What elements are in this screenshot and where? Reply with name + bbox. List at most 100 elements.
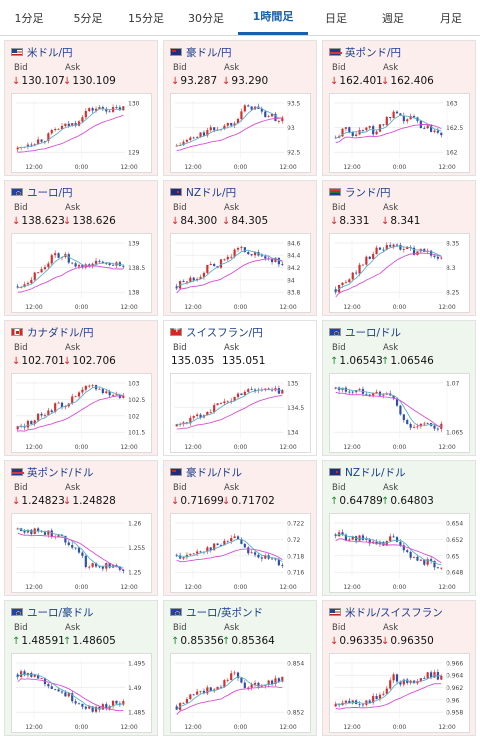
price-chart[interactable]: 1.495 1.49 1.485 12:00 0:00 12:00 [11, 653, 152, 733]
price-chart[interactable]: 135 134.5 134 12:00 0:00 12:00 [170, 373, 311, 453]
tab-timeframe-7[interactable]: 月足 [440, 11, 462, 25]
price-chart[interactable]: 8.35 8.3 8.25 12:00 0:00 12:00 [329, 233, 470, 313]
candle-body [341, 128, 344, 137]
candle-body [26, 144, 30, 147]
ask-price: 0.71702 [231, 495, 275, 507]
tab-timeframe-6[interactable]: 週足 [382, 11, 404, 25]
candle-body [47, 263, 50, 268]
price-chart[interactable]: 130 129 12:00 0:00 12:00 [11, 93, 152, 173]
currency-pair-link[interactable]: ユーロ/英ポンド [170, 605, 263, 619]
price-chart[interactable]: 0.854 0.852 12:00 0:00 12:00 [170, 653, 311, 733]
currency-card[interactable]: ランド/円 Bid Ask ↓8.331 ↓8.341 8.35 8.3 8.25 12:00 0… [322, 180, 476, 316]
candle-body [185, 281, 189, 283]
candle-body [60, 126, 64, 129]
bid-value: ↑0.64789 [330, 495, 383, 507]
candle-body [440, 132, 443, 136]
currency-pair-link[interactable]: 豪ドル/ドル [170, 465, 242, 479]
price-chart[interactable]: 163 162.5 162 12:00 0:00 12:00 [329, 93, 470, 173]
tab-timeframe-5[interactable]: 日足 [325, 11, 347, 25]
candlestick-chart-svg: 93.5 93 92.5 12:00 0:00 12:00 [175, 100, 301, 171]
tab-timeframe-2[interactable]: 15分足 [128, 11, 164, 25]
currency-pair-title: ユーロ/ドル [345, 326, 402, 339]
candle-body [429, 559, 433, 561]
currency-pair-link[interactable]: 豪ドル/円 [170, 45, 232, 59]
currency-card[interactable]: 英ポンド/円 Bid Ask ↓162.401 ↓162.406 163 162.5 162 1… [322, 40, 476, 176]
tab-timeframe-1[interactable]: 5分足 [73, 11, 103, 25]
ask-value: ↑0.85364 [222, 635, 275, 647]
candle-body [23, 531, 26, 533]
bid-label: Bid [173, 63, 187, 73]
currency-pair-link[interactable]: ランド/円 [329, 185, 391, 199]
currency-card[interactable]: カナダドル/円 Bid Ask ↓102.701 ↓102.706 103 102.5 102… [4, 320, 158, 456]
currency-pair-link[interactable]: ユーロ/円 [11, 185, 73, 199]
candle-body [196, 691, 199, 695]
price-chart[interactable]: 0.966 0.964 0.962 0.96 0.958 12:00 0:00 12:00 [329, 653, 470, 733]
price-chart[interactable]: 1.07 1.065 12:00 0:00 12:00 [329, 373, 470, 453]
price-chart[interactable]: 103 102.5 102 101.5 12:00 0:00 12:00 [11, 373, 152, 453]
x-tick-label: 0:00 [393, 304, 407, 311]
price-chart[interactable]: 84.6 84.4 84.2 84 83.8 12:00 0:00 12:00 [170, 233, 311, 313]
currency-card[interactable]: スイスフラン/円BidAsk135.035135.051135134.51341… [163, 320, 317, 456]
price-chart[interactable]: 1.26 1.255 1.25 12:00 0:00 12:00 [11, 513, 152, 593]
candle-body [122, 106, 125, 111]
ask-label: Ask [65, 343, 81, 353]
currency-pair-link[interactable]: カナダドル/円 [11, 325, 94, 339]
currency-pair-link[interactable]: 英ポンド/ドル [11, 465, 94, 479]
currency-pair-link[interactable]: 英ポンド/円 [329, 45, 401, 59]
currency-card[interactable]: NZドル/円 Bid Ask ↓84.300 ↓84.305 84.6 84.4 84.2 84… [163, 180, 317, 316]
currency-card[interactable]: 英ポンド/ドル Bid Ask ↓1.24823 ↓1.24828 1.26 1.255 1.… [4, 460, 158, 596]
price-chart[interactable]: 93.5 93 92.5 12:00 0:00 12:00 [170, 93, 311, 173]
candle-body [223, 540, 226, 546]
x-tick-label: 0:00 [75, 724, 89, 731]
currency-card[interactable]: ユーロ/豪ドル Bid Ask ↑1.48591 ↑1.48605 1.495 1.49 1.… [4, 600, 158, 736]
currency-pair-link[interactable]: ユーロ/ドル [329, 325, 401, 339]
currency-card[interactable]: NZドル/ドル Bid Ask ↑0.64789 ↑0.64803 0.654 0.652 0… [322, 460, 476, 596]
candle-body [209, 547, 212, 551]
currency-pair-link[interactable]: ユーロ/豪ドル [11, 605, 94, 619]
candlestick-chart-svg: 130 129 12:00 0:00 12:00 [16, 100, 140, 171]
currency-pair-link[interactable]: NZドル/ドル [329, 465, 406, 479]
flag-nz-icon [329, 468, 341, 476]
x-tick-label: 12:00 [184, 304, 201, 311]
candle-body [108, 391, 111, 396]
currency-card[interactable]: ユーロ/ドル Bid Ask ↑1.06543 ↑1.06546 1.07 1.065 12:… [322, 320, 476, 456]
price-chart[interactable]: 0.654 0.652 0.65 0.648 12:00 0:00 12:00 [329, 513, 470, 593]
currency-pair-link[interactable]: 米ドル/スイスフラン [329, 605, 443, 619]
y-tick-label: 0.964 [446, 673, 463, 680]
currency-pair-link[interactable]: 米ドル/円 [11, 45, 73, 59]
currency-card[interactable]: ユーロ/英ポンド Bid Ask ↑0.85356 ↑0.85364 0.854 0.852… [163, 600, 317, 736]
candle-body [416, 426, 419, 428]
candle-body [122, 569, 125, 571]
candle-body [236, 248, 240, 250]
candle-body [206, 687, 209, 694]
candle-body [375, 695, 378, 700]
bid-value: ↓162.401 [330, 75, 383, 87]
arrow-up-icon: ↑ [171, 636, 180, 647]
price-chart[interactable]: 0.722 0.72 0.718 0.716 12:00 0:00 12:00 [170, 513, 311, 593]
flag-nz-icon [170, 188, 182, 196]
currency-card[interactable]: 豪ドル/ドル Bid Ask ↓0.71699 ↓0.71702 0.722 0.72 0.7… [163, 460, 317, 596]
bid-value: 135.035 [171, 355, 214, 367]
candle-body [122, 701, 125, 705]
candle-body [23, 284, 26, 288]
tab-timeframe-3[interactable]: 30分足 [188, 11, 224, 25]
currency-pair-link[interactable]: NZドル/円 [170, 185, 236, 199]
currency-pair-link[interactable]: スイスフラン/円 [170, 325, 263, 339]
candle-body [54, 253, 57, 256]
tab-timeframe-4[interactable]: 1時間足 [238, 0, 308, 35]
ask-label: Ask [65, 63, 81, 73]
tab-timeframe-0[interactable]: 1分足 [14, 11, 44, 25]
arrow-down-icon: ↓ [381, 636, 390, 647]
candle-body [30, 529, 33, 535]
y-tick-label: 129 [128, 150, 140, 157]
candle-body [84, 110, 87, 118]
bid-value: ↓93.287 [171, 75, 217, 87]
currency-card[interactable]: 米ドル/円 Bid Ask ↓130.107 ↓130.109 130 129 12:00 0:… [4, 40, 158, 176]
x-tick-label: 12:00 [120, 724, 137, 731]
currency-card[interactable]: 米ドル/スイスフラン Bid Ask ↓0.96335 ↓0.96350 0.966 0.9… [322, 600, 476, 736]
bid-price: 1.06543 [339, 355, 383, 367]
currency-card[interactable]: 豪ドル/円 Bid Ask ↓93.287 ↓93.290 93.5 93 92.5 12:00… [163, 40, 317, 176]
currency-card[interactable]: ユーロ/円 Bid Ask ↓138.623 ↓138.626 139 138.5 138 12… [4, 180, 158, 316]
ask-label: Ask [65, 483, 81, 493]
price-chart[interactable]: 139 138.5 138 12:00 0:00 12:00 [11, 233, 152, 313]
